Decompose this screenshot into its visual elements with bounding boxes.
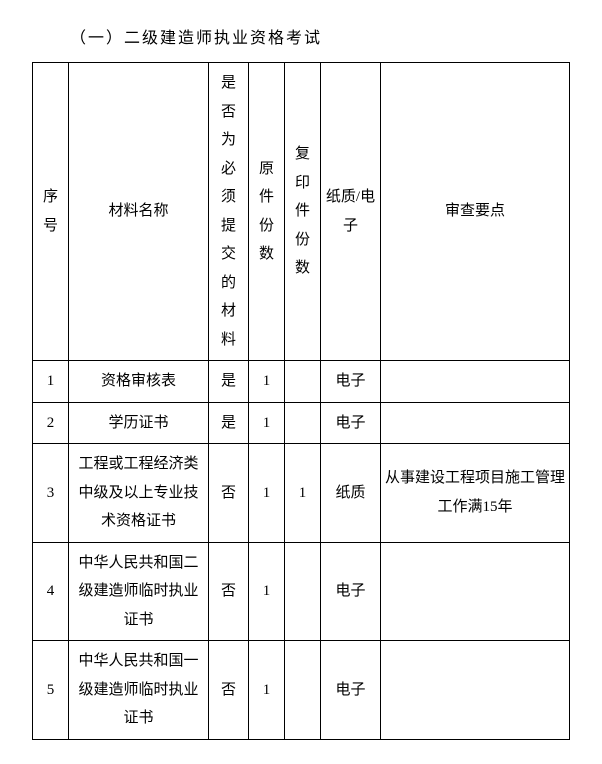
- cell-must: 是: [209, 361, 249, 403]
- cell-review: [381, 641, 570, 740]
- cell-orig: 1: [249, 542, 285, 641]
- cell-name: 资格审核表: [69, 361, 209, 403]
- cell-seq: 4: [33, 542, 69, 641]
- cell-format: 电子: [321, 641, 381, 740]
- table-header-row: 序号 材料名称 是否为必须提交的材料 原件份数 复印件份数 纸质/电子 审查要点: [33, 63, 570, 361]
- header-format: 纸质/电子: [321, 63, 381, 361]
- table-row: 3 工程或工程经济类中级及以上专业技术资格证书 否 1 1 纸质 从事建设工程项…: [33, 444, 570, 543]
- cell-review: [381, 402, 570, 444]
- cell-name: 中华人民共和国二级建造师临时执业证书: [69, 542, 209, 641]
- cell-seq: 1: [33, 361, 69, 403]
- cell-orig: 1: [249, 444, 285, 543]
- table-body: 1 资格审核表 是 1 电子 2 学历证书 是 1 电子 3 工程或工程经济类中…: [33, 361, 570, 740]
- cell-name: 工程或工程经济类中级及以上专业技术资格证书: [69, 444, 209, 543]
- table-row: 5 中华人民共和国一级建造师临时执业证书 否 1 电子: [33, 641, 570, 740]
- cell-must: 否: [209, 542, 249, 641]
- cell-must: 否: [209, 641, 249, 740]
- cell-copy: [285, 542, 321, 641]
- cell-name: 中华人民共和国一级建造师临时执业证书: [69, 641, 209, 740]
- cell-format: 纸质: [321, 444, 381, 543]
- document-title: （一）二级建造师执业资格考试: [70, 24, 570, 48]
- cell-review: [381, 542, 570, 641]
- cell-review: 从事建设工程项目施工管理工作满15年: [381, 444, 570, 543]
- cell-format: 电子: [321, 542, 381, 641]
- cell-name: 学历证书: [69, 402, 209, 444]
- cell-seq: 2: [33, 402, 69, 444]
- cell-format: 电子: [321, 361, 381, 403]
- cell-must: 是: [209, 402, 249, 444]
- table-row: 4 中华人民共和国二级建造师临时执业证书 否 1 电子: [33, 542, 570, 641]
- cell-copy: [285, 361, 321, 403]
- cell-copy: 1: [285, 444, 321, 543]
- header-orig: 原件份数: [249, 63, 285, 361]
- cell-seq: 5: [33, 641, 69, 740]
- cell-must: 否: [209, 444, 249, 543]
- cell-orig: 1: [249, 402, 285, 444]
- cell-seq: 3: [33, 444, 69, 543]
- cell-review: [381, 361, 570, 403]
- table-row: 1 资格审核表 是 1 电子: [33, 361, 570, 403]
- materials-table: 序号 材料名称 是否为必须提交的材料 原件份数 复印件份数 纸质/电子 审查要点…: [32, 62, 570, 740]
- header-seq: 序号: [33, 63, 69, 361]
- cell-orig: 1: [249, 361, 285, 403]
- header-must: 是否为必须提交的材料: [209, 63, 249, 361]
- cell-copy: [285, 641, 321, 740]
- header-name: 材料名称: [69, 63, 209, 361]
- cell-orig: 1: [249, 641, 285, 740]
- cell-format: 电子: [321, 402, 381, 444]
- cell-copy: [285, 402, 321, 444]
- table-row: 2 学历证书 是 1 电子: [33, 402, 570, 444]
- header-review: 审查要点: [381, 63, 570, 361]
- header-copy: 复印件份数: [285, 63, 321, 361]
